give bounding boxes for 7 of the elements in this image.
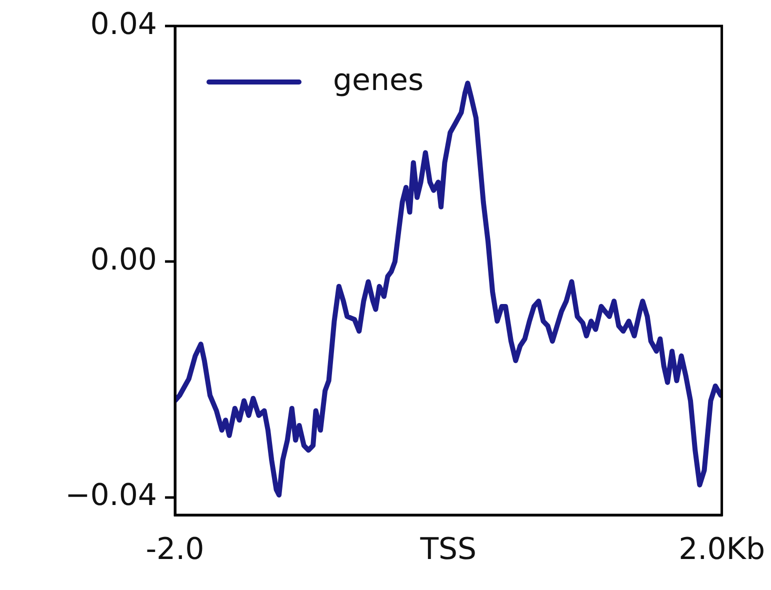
y-tick-label: 0.04: [90, 6, 157, 42]
x-tick-label: TSS: [419, 532, 477, 567]
y-tick-label: 0.00: [90, 242, 157, 278]
y-tick-label: −0.04: [65, 478, 157, 514]
legend-label: genes: [333, 62, 424, 98]
x-tick-label: -2.0: [146, 532, 204, 567]
x-tick-label: 2.0Kb: [678, 532, 766, 567]
